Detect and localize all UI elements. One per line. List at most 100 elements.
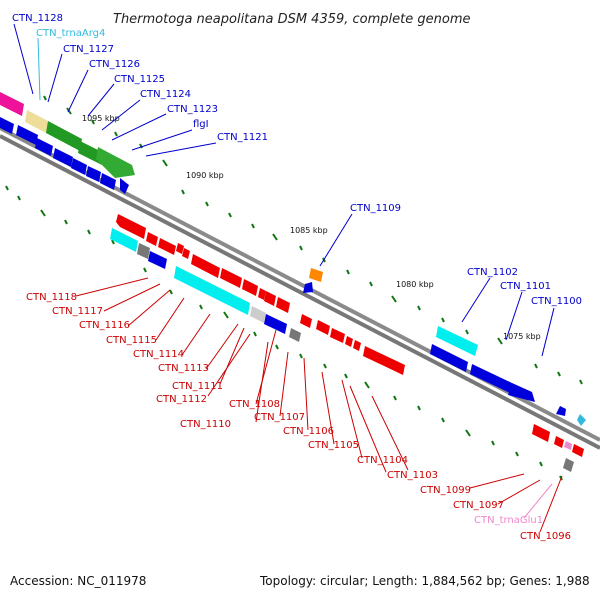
kbp-label: 1075 kbp	[503, 332, 541, 341]
gene-label[interactable]: CTN_1108	[229, 399, 280, 410]
gene-label[interactable]: CTN_1106	[283, 426, 334, 437]
gene-arrow[interactable]	[309, 268, 323, 282]
gene-arrow[interactable]	[176, 243, 184, 254]
gene-arrow[interactable]	[120, 178, 129, 194]
gene-arrow[interactable]	[220, 268, 242, 288]
gene-label[interactable]: CTN_1126	[89, 59, 140, 70]
gene-arrow[interactable]	[316, 320, 330, 335]
gene-label[interactable]: CTN_1123	[167, 104, 218, 115]
map-title: Thermotoga neapolitana DSM 4359, complet…	[113, 12, 471, 27]
gene-arrow[interactable]	[137, 243, 150, 259]
gene-arrow[interactable]	[470, 364, 512, 393]
gene-label[interactable]: CTN_1115	[106, 335, 157, 346]
gene-arrow[interactable]	[53, 148, 73, 167]
gene-arrow[interactable]	[116, 214, 146, 239]
gene-arrow[interactable]	[0, 117, 14, 134]
gene-arrow[interactable]	[300, 314, 312, 328]
gene-label[interactable]: CTN_trnaArg4	[36, 28, 105, 39]
tick	[253, 331, 257, 337]
gene-arrow[interactable]	[0, 92, 24, 116]
gene-arrow[interactable]	[242, 279, 258, 296]
gene-label[interactable]: CTN_1107	[254, 412, 305, 423]
gene-arrow[interactable]	[430, 344, 468, 372]
leader-line	[469, 473, 525, 489]
gene-label[interactable]: CTN_1097	[453, 500, 504, 511]
gene-label[interactable]: CTN_1103	[387, 470, 438, 481]
tick	[111, 239, 115, 245]
gene-arrow[interactable]	[158, 238, 176, 255]
gene-label[interactable]: CTN_1105	[308, 440, 359, 451]
gene-label[interactable]: CTN_1102	[467, 267, 518, 278]
gene-arrow[interactable]	[363, 346, 405, 375]
gene-label[interactable]: CTN_1101	[500, 281, 551, 292]
gene-arrow[interactable]	[96, 147, 135, 178]
gene-arrow[interactable]	[258, 288, 266, 300]
gene-arrow[interactable]	[353, 340, 361, 351]
gene-arrow[interactable]	[563, 458, 574, 472]
gene-label[interactable]: CTN_1113	[158, 363, 209, 374]
gene-arrow[interactable]	[276, 297, 290, 313]
gene-arrow[interactable]	[577, 414, 586, 426]
tick	[64, 219, 68, 225]
gene-arrow[interactable]	[532, 424, 550, 442]
leader-line	[341, 379, 363, 459]
gene-label[interactable]: CTN_1121	[217, 132, 268, 143]
gene-label[interactable]: CTN_1128	[12, 13, 63, 24]
gene-label[interactable]: CTN_1118	[26, 292, 77, 303]
gene-arrow[interactable]	[71, 158, 87, 175]
gene-label[interactable]: CTN_1104	[357, 455, 408, 466]
tick	[539, 461, 543, 467]
forward-strand-genes	[0, 92, 586, 426]
gene-arrow[interactable]	[100, 173, 116, 190]
gene-arrow[interactable]	[508, 383, 535, 402]
tick	[346, 269, 350, 275]
gene-arrow[interactable]	[264, 314, 287, 334]
tick	[162, 159, 168, 167]
gene-arrow[interactable]	[16, 125, 38, 145]
gene-arrow[interactable]	[303, 282, 313, 293]
gene-arrow[interactable]	[264, 291, 276, 306]
gene-arrow[interactable]	[572, 444, 584, 457]
gene-arrow[interactable]	[25, 110, 50, 134]
genome-summary-text: Topology: circular; Length: 1,884,562 bp…	[260, 574, 590, 588]
leader-line	[181, 313, 211, 356]
gene-arrow[interactable]	[148, 251, 167, 269]
gene-arrow[interactable]	[46, 121, 82, 151]
gene-arrow[interactable]	[250, 306, 266, 323]
gene-label[interactable]: CTN_1096	[520, 531, 571, 542]
tick	[515, 451, 519, 457]
gene-arrow[interactable]	[35, 138, 53, 156]
leader-line	[505, 291, 523, 341]
gene-arrow[interactable]	[289, 328, 301, 342]
gene-label[interactable]: CTN_1114	[133, 349, 184, 360]
gene-label[interactable]: CTN_1110	[180, 419, 231, 430]
gene-arrow[interactable]	[146, 232, 158, 246]
gene-label[interactable]: CTN_1111	[172, 381, 223, 392]
gene-arrow[interactable]	[86, 166, 101, 182]
gene-arrow[interactable]	[174, 266, 250, 315]
gene-label[interactable]: CTN_1109	[350, 203, 401, 214]
gene-arrow[interactable]	[556, 406, 566, 416]
gene-arrow[interactable]	[436, 326, 478, 356]
gene-arrow[interactable]	[182, 248, 190, 259]
gene-arrow[interactable]	[191, 254, 220, 278]
gene-arrow[interactable]	[564, 441, 572, 450]
gene-arrow[interactable]	[330, 328, 345, 343]
gene-label[interactable]: CTN_1125	[114, 74, 165, 85]
tick	[251, 223, 255, 229]
gene-label[interactable]: CTN_trnaGlu1	[474, 515, 543, 526]
gene-arrow[interactable]	[110, 228, 138, 252]
leader-line	[145, 142, 217, 157]
gene-label[interactable]: CTN_1099	[420, 485, 471, 496]
gene-label[interactable]: CTN_1117	[52, 306, 103, 317]
gene-label[interactable]: flgI	[193, 119, 209, 130]
forward-leader-lines	[13, 23, 555, 357]
gene-arrow[interactable]	[554, 436, 564, 448]
gene-label[interactable]: CTN_1112	[156, 394, 207, 405]
gene-label[interactable]: CTN_1116	[79, 320, 130, 331]
gene-label[interactable]: CTN_1100	[531, 296, 582, 307]
gene-label[interactable]: CTN_1127	[63, 44, 114, 55]
gene-label[interactable]: CTN_1124	[140, 89, 191, 100]
gene-arrow[interactable]	[345, 336, 353, 347]
